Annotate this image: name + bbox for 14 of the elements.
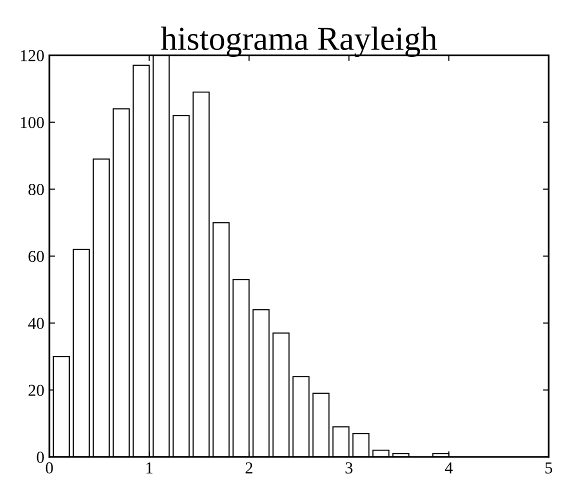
y-tick-label: 120 xyxy=(20,50,44,62)
y-tick-label: 100 xyxy=(20,116,44,128)
x-tick-label: 2 xyxy=(246,462,252,474)
x-tick-label: 4 xyxy=(444,462,453,474)
y-tick-label: 60 xyxy=(28,250,44,262)
y-tick-label: 40 xyxy=(28,318,44,330)
x-tick-label: 1 xyxy=(146,462,152,474)
x-tick-label: 0 xyxy=(46,462,53,474)
x-tick-label: 3 xyxy=(346,462,352,474)
y-tick-label: 20 xyxy=(28,384,44,396)
y-tick-label: 0 xyxy=(36,452,44,463)
y-tick-label: 80 xyxy=(28,184,44,196)
chart-title: histograma Rayleigh xyxy=(160,26,437,57)
x-tick-label: 5 xyxy=(545,462,552,474)
